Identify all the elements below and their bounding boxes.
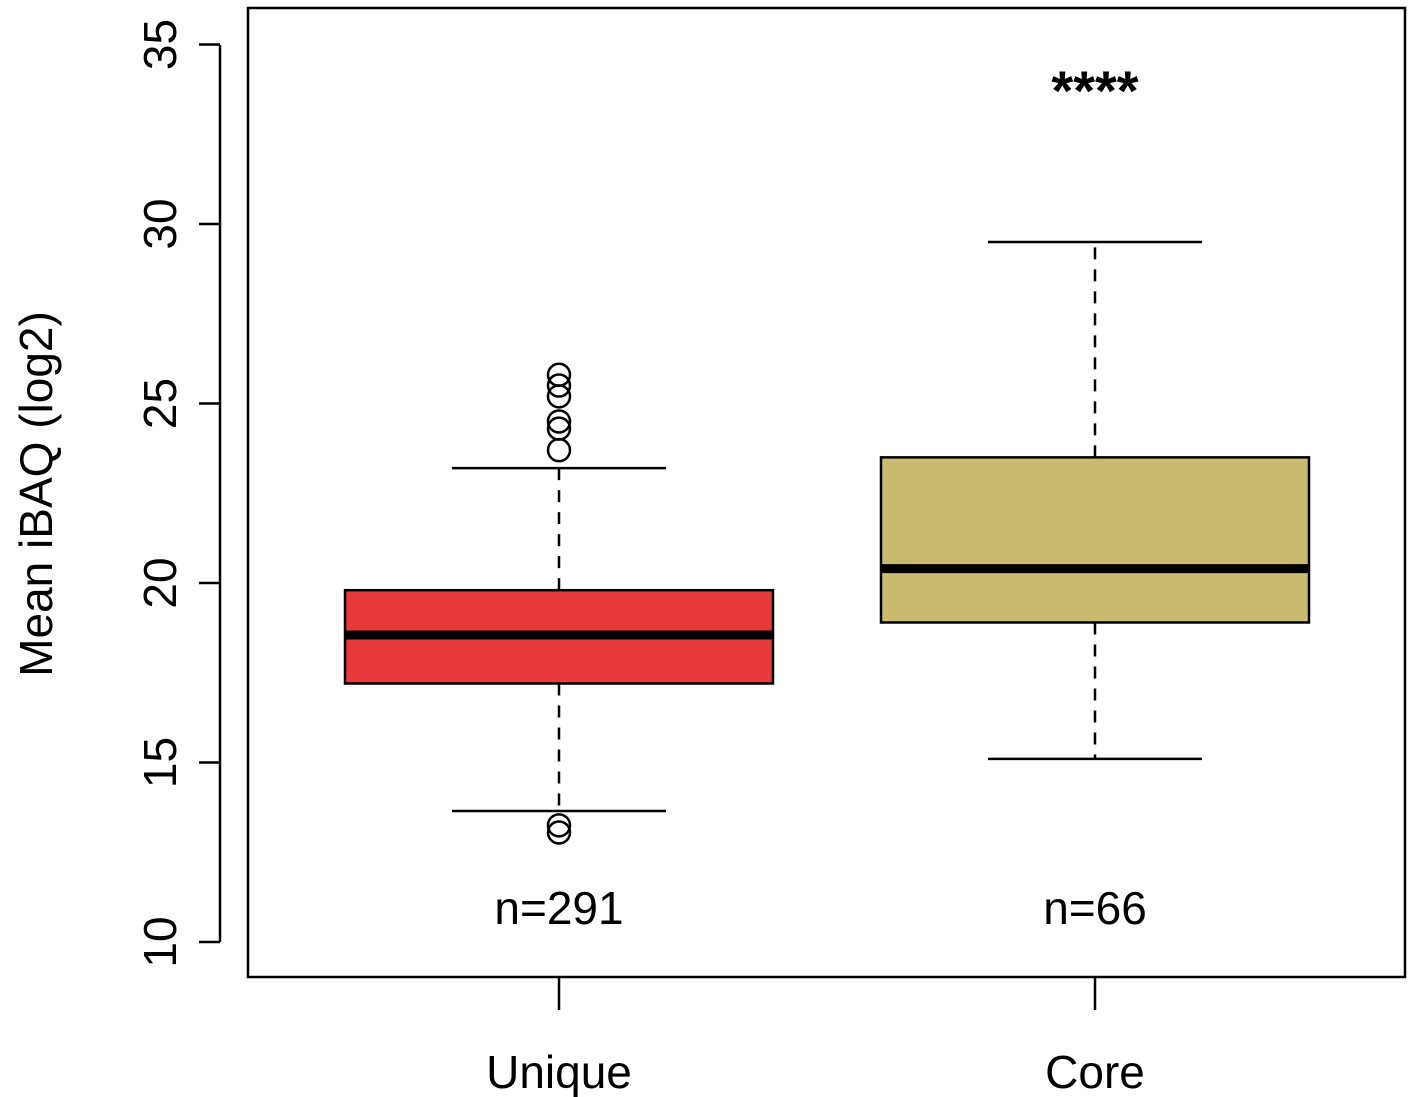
n-label: n=66 bbox=[1043, 882, 1147, 934]
significance-label: **** bbox=[1051, 59, 1138, 122]
outlier-point bbox=[546, 813, 572, 838]
y-tick-label: 25 bbox=[134, 378, 186, 429]
x-category-label: Unique bbox=[486, 1046, 632, 1097]
y-tick-label: 30 bbox=[134, 198, 186, 249]
y-tick-label: 10 bbox=[134, 916, 186, 967]
outlier-point bbox=[546, 820, 572, 845]
box-core: n=66 **** bbox=[879, 59, 1311, 934]
y-tick-label: 15 bbox=[134, 737, 186, 788]
y-tick-label: 35 bbox=[134, 19, 186, 70]
outlier-point bbox=[546, 384, 572, 409]
x-axis: Unique Core bbox=[486, 977, 1145, 1097]
x-category-label: Core bbox=[1045, 1046, 1145, 1097]
box-body bbox=[879, 456, 1311, 624]
plot-frame bbox=[246, 6, 1407, 979]
outlier-point bbox=[546, 437, 572, 463]
outlier-point bbox=[546, 373, 572, 398]
y-axis-title: Mean iBAQ (log2) bbox=[10, 311, 62, 677]
y-axis: 10 15 20 25 30 35 bbox=[134, 19, 222, 968]
n-label: n=291 bbox=[494, 882, 623, 934]
y-tick-label: 20 bbox=[134, 557, 186, 608]
outlier-point bbox=[546, 409, 572, 434]
box-unique: n=291 bbox=[343, 362, 775, 934]
box-series: n=291 n=66 **** bbox=[343, 59, 1311, 934]
